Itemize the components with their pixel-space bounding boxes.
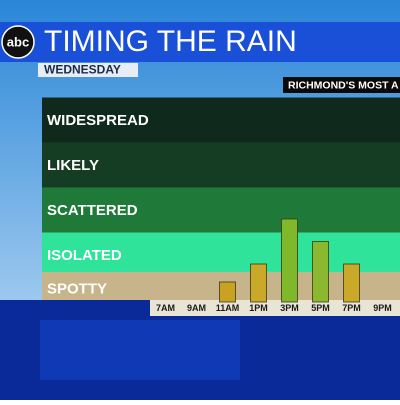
lower-panel: [40, 320, 240, 380]
x-tick-label: 11AM: [216, 303, 240, 313]
level-band: [42, 142, 400, 188]
chart-title: TIMING THE RAIN: [44, 25, 297, 58]
y-tick-label: SCATTERED: [47, 202, 138, 219]
level-band: [42, 97, 400, 143]
bar: [281, 218, 298, 303]
y-tick-label: SPOTTY: [47, 281, 107, 298]
time-strip: [150, 300, 400, 316]
annotation-box: [283, 77, 400, 93]
level-band: [42, 232, 400, 272]
y-tick-label: ISOLATED: [47, 247, 122, 264]
x-tick-label: 7AM: [156, 303, 175, 313]
y-tick-label: WIDESPREAD: [47, 112, 149, 129]
bar: [219, 281, 236, 303]
level-band: [42, 187, 400, 233]
bar: [250, 263, 267, 303]
y-tick-label: LIKELY: [47, 157, 99, 174]
logo: [1, 25, 35, 59]
bar: [312, 241, 329, 303]
title-bar: [0, 22, 400, 62]
subtitle-strip: [38, 63, 138, 77]
x-tick-label: 9PM: [373, 303, 392, 313]
x-tick-label: 3PM: [280, 303, 299, 313]
bar: [343, 263, 360, 303]
x-tick-label: 5PM: [311, 303, 330, 313]
x-tick-label: 9AM: [187, 303, 206, 313]
chart-subtitle: WEDNESDAY: [44, 63, 121, 77]
x-tick-label: 7PM: [342, 303, 361, 313]
logo-text: abc: [7, 34, 29, 49]
x-tick-label: 1PM: [249, 303, 268, 313]
plot: SPOTTY ISOLATED SCATTERED LIKELY WIDESPREAD 7…: [42, 97, 400, 313]
annotation: RICHMOND'S MOST A: [288, 79, 399, 91]
